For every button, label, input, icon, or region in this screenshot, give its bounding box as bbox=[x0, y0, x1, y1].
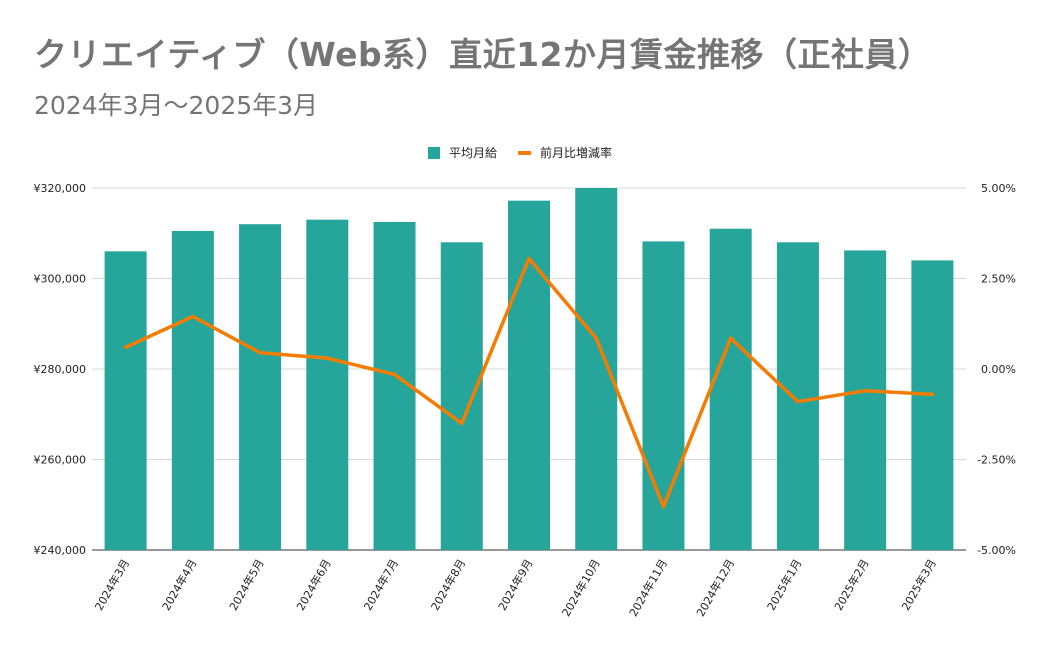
line-series bbox=[123, 256, 935, 509]
chart-title: クリエイティブ（Web系）直近12か月賃金推移（正社員） bbox=[34, 35, 932, 74]
bar bbox=[104, 251, 147, 550]
bar bbox=[911, 260, 954, 550]
bar bbox=[776, 242, 819, 551]
y-right-tick-label: -5.00% bbox=[977, 544, 1016, 557]
x-tick-label: 2024年8月 bbox=[428, 557, 469, 613]
bar-series bbox=[104, 188, 954, 551]
y-right-tick-label: 5.00% bbox=[981, 182, 1016, 195]
y-axis-right: -5.00% -2.50% 0.00% 2.50% 5.00% bbox=[977, 182, 1016, 557]
bar bbox=[844, 250, 887, 550]
bar bbox=[575, 188, 618, 550]
line-point bbox=[863, 388, 867, 393]
x-tick-label: 2024年6月 bbox=[293, 557, 334, 613]
y-left-tick-label: ¥260,000 bbox=[34, 454, 87, 467]
y-right-tick-label: 0.00% bbox=[981, 363, 1016, 376]
x-tick-label: 2024年5月 bbox=[226, 557, 267, 613]
line-point bbox=[258, 350, 262, 355]
bar bbox=[709, 228, 752, 550]
y-left-tick-label: ¥300,000 bbox=[34, 273, 87, 286]
bar bbox=[508, 200, 550, 551]
x-tick-label: 2024年9月 bbox=[495, 557, 536, 613]
x-tick-label: 2024年3月 bbox=[92, 557, 133, 613]
legend-line-label: 前月比増減率 bbox=[540, 145, 612, 160]
bar bbox=[306, 219, 349, 551]
x-tick-label: 2024年7月 bbox=[361, 557, 402, 613]
bar bbox=[171, 230, 214, 551]
legend-line-swatch bbox=[518, 151, 531, 155]
line-point bbox=[325, 356, 330, 360]
line-point bbox=[191, 314, 195, 319]
line-point bbox=[796, 399, 800, 404]
line-point bbox=[123, 345, 128, 350]
bar bbox=[239, 224, 282, 550]
x-tick-label: 2025年2月 bbox=[831, 557, 872, 613]
y-right-tick-label: -2.50% bbox=[977, 454, 1016, 467]
chart-subtitle: 2024年3月～2025年3月 bbox=[34, 91, 319, 120]
line-point bbox=[728, 336, 733, 341]
y-left-tick-label: ¥280,000 bbox=[34, 363, 87, 376]
x-tick-label: 2025年1月 bbox=[764, 557, 805, 613]
y-left-tick-label: ¥320,000 bbox=[34, 182, 87, 195]
legend-bar-label: 平均月給 bbox=[449, 146, 497, 160]
line-point bbox=[459, 421, 464, 426]
x-tick-label: 2025年3月 bbox=[898, 557, 939, 613]
legend-bar-swatch bbox=[428, 147, 440, 159]
x-tick-label: 2024年4月 bbox=[159, 557, 200, 613]
y-left-tick-label: ¥240,000 bbox=[34, 544, 87, 557]
line-point bbox=[661, 504, 666, 509]
x-tick-label: 2024年12月 bbox=[693, 557, 737, 619]
y-axis-left: ¥240,000 ¥260,000 ¥280,000 ¥300,000 ¥320,000 bbox=[34, 182, 87, 557]
line-point bbox=[930, 392, 935, 397]
x-axis: 2024年3月 2024年4月 2024年5月 2024年6月 2024年7月 2024年… bbox=[92, 557, 939, 619]
y-right-tick-label: 2.50% bbox=[981, 273, 1016, 286]
x-tick-label: 2024年10月 bbox=[559, 557, 603, 619]
line-point bbox=[527, 256, 531, 261]
bar bbox=[642, 241, 685, 550]
bar bbox=[440, 242, 483, 551]
legend: 平均月給 前月比増減率 bbox=[428, 145, 612, 160]
line-point bbox=[392, 372, 397, 377]
line-point bbox=[594, 336, 599, 341]
x-tick-label: 2024年11月 bbox=[626, 557, 670, 619]
